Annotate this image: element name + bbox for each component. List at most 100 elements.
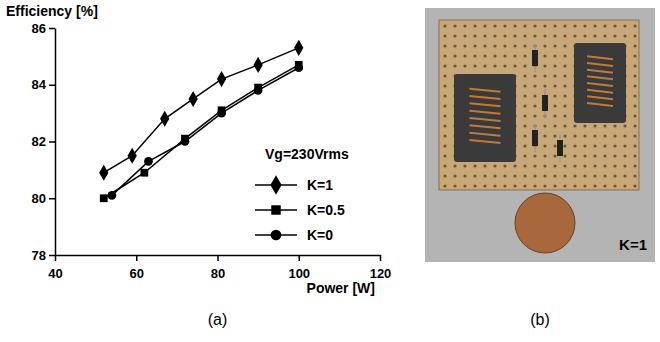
board-hole xyxy=(583,174,586,177)
winding xyxy=(587,96,613,99)
board-hole xyxy=(463,184,466,187)
board-hole xyxy=(443,114,446,117)
board-hole xyxy=(553,104,556,107)
board-hole xyxy=(453,64,456,67)
board-hole xyxy=(543,184,546,187)
board-hole xyxy=(633,114,636,117)
board-hole xyxy=(473,44,476,47)
board-hole xyxy=(523,84,526,87)
board-hole xyxy=(563,164,566,167)
board-hole xyxy=(523,154,526,157)
board-hole xyxy=(473,54,476,57)
series-line xyxy=(112,68,299,196)
board-hole xyxy=(483,44,486,47)
winding xyxy=(587,63,613,66)
transformer xyxy=(454,74,516,162)
board-hole xyxy=(623,24,626,27)
board-hole xyxy=(443,104,446,107)
board-hole xyxy=(513,184,516,187)
board-hole xyxy=(563,114,566,117)
board-hole xyxy=(533,34,536,37)
board-hole xyxy=(523,54,526,57)
tick-label: 60 xyxy=(130,266,144,281)
board-holes xyxy=(443,24,636,187)
board-hole xyxy=(533,84,536,87)
board-hole xyxy=(523,24,526,27)
resistor xyxy=(532,124,538,152)
board-hole xyxy=(603,34,606,37)
board-hole xyxy=(443,64,446,67)
board-hole xyxy=(553,24,556,27)
board-hole xyxy=(543,134,546,137)
tick: 80 xyxy=(32,191,55,206)
tick: 60 xyxy=(130,255,144,281)
board-hole xyxy=(553,74,556,77)
board-hole xyxy=(493,44,496,47)
circuit-board xyxy=(439,20,639,190)
board-hole xyxy=(533,94,536,97)
resistor-body xyxy=(532,130,538,146)
tick: 100 xyxy=(288,255,310,281)
board-hole xyxy=(603,164,606,167)
board-hole xyxy=(613,144,616,147)
board-hole xyxy=(483,174,486,177)
board-hole xyxy=(453,184,456,187)
tick-label: 80 xyxy=(32,191,46,206)
winding xyxy=(470,125,501,128)
board-hole xyxy=(583,184,586,187)
board-hole xyxy=(483,34,486,37)
board-hole xyxy=(563,24,566,27)
board-hole xyxy=(543,64,546,67)
panel-label: (a) xyxy=(208,311,228,328)
board-hole xyxy=(563,134,566,137)
board-hole xyxy=(473,174,476,177)
marker xyxy=(128,148,137,164)
marker xyxy=(181,137,190,146)
legend-label: K=1 xyxy=(307,177,333,193)
board-hole xyxy=(623,124,626,127)
winding xyxy=(470,96,501,99)
board-hole xyxy=(523,44,526,47)
marker xyxy=(188,91,197,107)
marker xyxy=(294,40,303,56)
board-hole xyxy=(553,54,556,57)
board-hole xyxy=(553,114,556,117)
board-hole xyxy=(533,164,536,167)
board-hole xyxy=(443,44,446,47)
winding xyxy=(587,83,613,86)
board-hole xyxy=(573,124,576,127)
tick: 120 xyxy=(370,255,392,281)
board-hole xyxy=(553,124,556,127)
board-hole xyxy=(603,124,606,127)
board-hole xyxy=(583,164,586,167)
board-hole xyxy=(563,94,566,97)
board-hole xyxy=(523,114,526,117)
board-hole xyxy=(563,84,566,87)
winding xyxy=(470,140,501,143)
board-hole xyxy=(543,84,546,87)
board-hole xyxy=(593,34,596,37)
board-hole xyxy=(553,44,556,47)
board-hole xyxy=(593,174,596,177)
board-hole xyxy=(583,154,586,157)
board-hole xyxy=(523,144,526,147)
board-hole xyxy=(563,184,566,187)
board-hole xyxy=(583,124,586,127)
board-hole xyxy=(523,174,526,177)
winding xyxy=(470,133,501,136)
board-hole xyxy=(633,144,636,147)
board-hole xyxy=(553,84,556,87)
board-hole xyxy=(603,184,606,187)
winding xyxy=(470,118,501,121)
tick-mark xyxy=(49,141,55,143)
board-hole xyxy=(443,74,446,77)
board-hole xyxy=(553,34,556,37)
board-hole xyxy=(513,174,516,177)
board-hole xyxy=(523,164,526,167)
board-hole xyxy=(553,144,556,147)
board-hole xyxy=(553,164,556,167)
board-hole xyxy=(513,54,516,57)
board-hole xyxy=(493,64,496,67)
legend-entry: K=0 xyxy=(255,227,333,243)
series xyxy=(100,61,303,202)
